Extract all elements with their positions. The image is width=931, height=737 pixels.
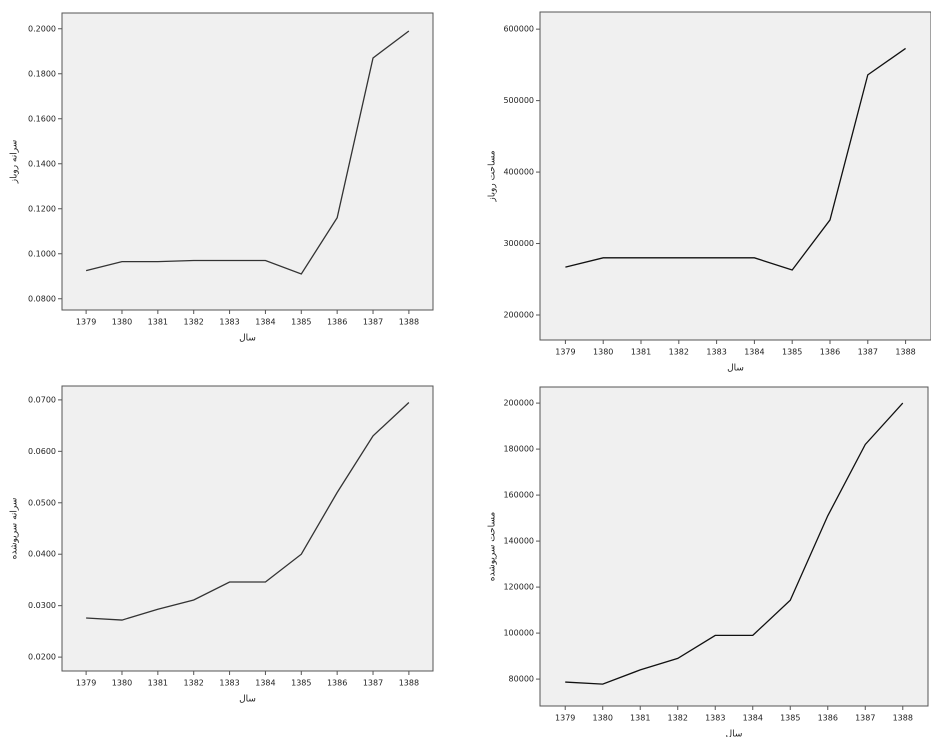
figure: 0.0800 0.1000 0.1200 0.1400 0.1600 0.1800 0.20… [0,0,931,737]
y-tick-label: 0.2000 [28,24,56,33]
y-tick-label: 0.0200 [28,653,56,662]
x-tick-label: 1385 [782,348,802,357]
x-tick-label: 1382 [669,348,689,357]
x-axis-label: سال [726,730,743,737]
y-axis-label: مساحت سرپوشده [488,512,498,582]
x-tick-label: 1382 [668,714,688,723]
y-tick-label: 300000 [503,239,534,248]
y-tick-label: 0.0600 [28,447,56,456]
y-tick-label: 180000 [503,445,534,454]
x-tick-label: 1382 [184,679,204,688]
x-tick-label: 1384 [743,714,763,723]
y-axis-label: سرانه روباز [10,140,20,184]
x-tick-label: 1383 [705,714,725,723]
x-tick-label: 1387 [363,679,383,688]
line-chart: 0.0800 0.1000 0.1200 0.1400 0.1600 0.1800 0.20… [10,13,434,344]
x-tick-label: 1385 [780,714,800,723]
x-tick-label: 1379 [555,714,575,723]
x-tick-label: 1388 [893,714,913,723]
y-tick-label: 0.1800 [28,69,56,78]
x-axis-label: سال [239,334,256,344]
y-tick-label: 600000 [503,25,534,34]
x-tick-label: 1385 [291,679,311,688]
x-tick-label: 1387 [858,348,878,357]
x-tick-label: 1381 [148,318,168,327]
y-tick-label: 0.0500 [28,498,56,507]
x-tick-label: 1386 [820,348,840,357]
x-tick-label: 1386 [327,679,347,688]
x-tick-label: 1380 [593,348,613,357]
y-axis-label: سرانه سرپوشده [10,498,20,560]
line-chart: 0.0200 0.0300 0.0400 0.0500 0.0600 0.0700 1379… [10,386,434,705]
y-tick-label: 200000 [503,310,534,319]
y-tick-label: 0.1600 [28,114,56,123]
x-tick-label: 1380 [112,318,132,327]
x-tick-label: 1379 [76,318,96,327]
plot-area [540,12,931,340]
x-tick-label: 1383 [706,348,726,357]
y-tick-label: 400000 [503,168,534,177]
x-axis-label: سال [727,364,744,374]
plot-area [540,387,928,706]
x-tick-label: 1387 [855,714,875,723]
x-tick-label: 1381 [630,714,650,723]
x-tick-label: 1383 [219,679,239,688]
x-tick-label: 1383 [219,318,239,327]
y-tick-label: 0.0800 [28,294,56,303]
x-tick-label: 1381 [148,679,168,688]
x-axis-label: سال [239,695,256,705]
x-tick-label: 1380 [593,714,613,723]
x-tick-label: 1386 [818,714,838,723]
plot-area [62,13,433,310]
y-tick-label: 100000 [503,629,534,638]
y-tick-label: 140000 [503,537,534,546]
x-tick-label: 1387 [363,318,383,327]
y-tick-label: 0.0300 [28,601,56,610]
y-tick-label: 0.1200 [28,204,56,213]
x-tick-label: 1379 [76,679,96,688]
x-tick-label: 1382 [184,318,204,327]
x-tick-label: 1380 [112,679,132,688]
x-tick-label: 1384 [255,318,275,327]
line-chart: 80000 100000 120000 140000 160000 180000 20000… [488,387,929,737]
x-tick-label: 1384 [255,679,275,688]
x-tick-label: 1388 [399,318,419,327]
x-tick-label: 1381 [631,348,651,357]
x-tick-label: 1388 [399,679,419,688]
line-chart: 200000 300000 400000 500000 600000 1379 1380 13… [488,12,931,374]
x-tick-label: 1385 [291,318,311,327]
y-tick-label: 500000 [503,96,534,105]
y-axis-label: مساحت روباز [488,150,498,202]
x-tick-label: 1388 [895,348,915,357]
x-tick-label: 1379 [555,348,575,357]
y-tick-label: 0.1400 [28,159,56,168]
y-tick-label: 200000 [503,399,534,408]
y-tick-label: 160000 [503,491,534,500]
x-tick-label: 1384 [744,348,764,357]
y-tick-label: 120000 [503,583,534,592]
x-tick-label: 1386 [327,318,347,327]
y-tick-label: 0.0400 [28,550,56,559]
y-tick-label: 80000 [509,675,534,684]
y-tick-label: 0.1000 [28,249,56,258]
plot-area [62,386,433,671]
y-tick-label: 0.0700 [28,395,56,404]
